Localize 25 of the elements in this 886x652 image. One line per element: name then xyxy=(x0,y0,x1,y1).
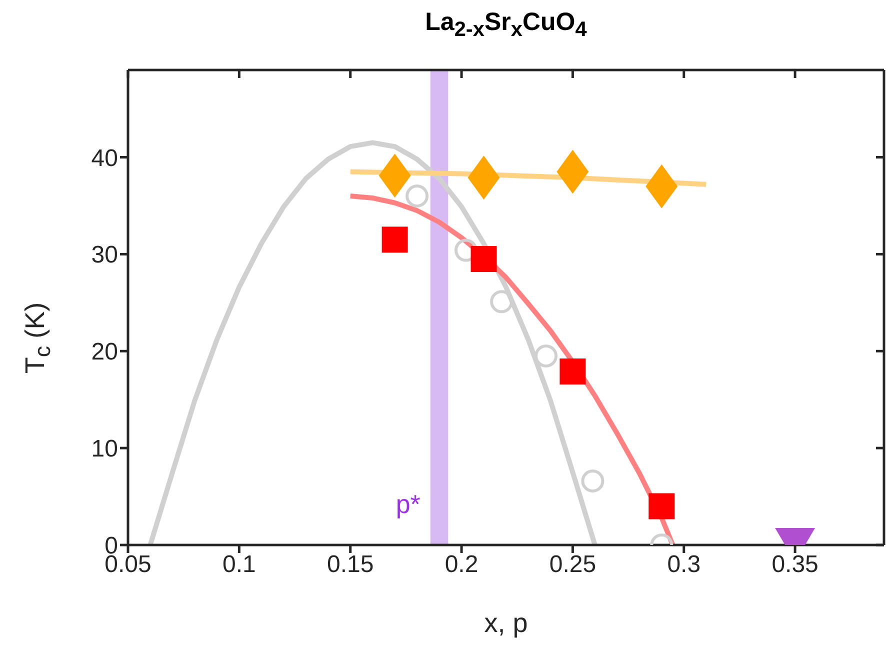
point xyxy=(378,154,411,198)
x-tick-label: 0.15 xyxy=(326,551,374,578)
x-tick-label: 0.3 xyxy=(667,551,701,578)
point xyxy=(468,156,500,200)
chart-title: La$_{2-x}$Sr$_{x}$CuO$_{4}$ xyxy=(424,8,588,42)
point xyxy=(648,493,675,520)
point xyxy=(581,470,604,493)
y-tick-label: 40 xyxy=(91,144,118,172)
x-axis-title: x, p xyxy=(483,608,529,639)
band-label: p* xyxy=(396,489,420,519)
x-tick-label: 0.2 xyxy=(444,551,478,578)
point xyxy=(470,246,497,272)
point xyxy=(556,150,589,194)
x-tick-label: 0.35 xyxy=(772,551,818,578)
point xyxy=(534,344,558,368)
point xyxy=(382,226,408,253)
y-tick-label: 10 xyxy=(91,436,118,463)
x-tick-label: 0.25 xyxy=(549,551,596,578)
point xyxy=(490,290,514,314)
point xyxy=(646,164,678,208)
point xyxy=(560,358,586,384)
y-tick-label: 30 xyxy=(91,242,118,269)
y-tick-label: 20 xyxy=(91,338,118,366)
x-tick-label: 0.1 xyxy=(222,551,256,578)
point xyxy=(406,184,429,208)
